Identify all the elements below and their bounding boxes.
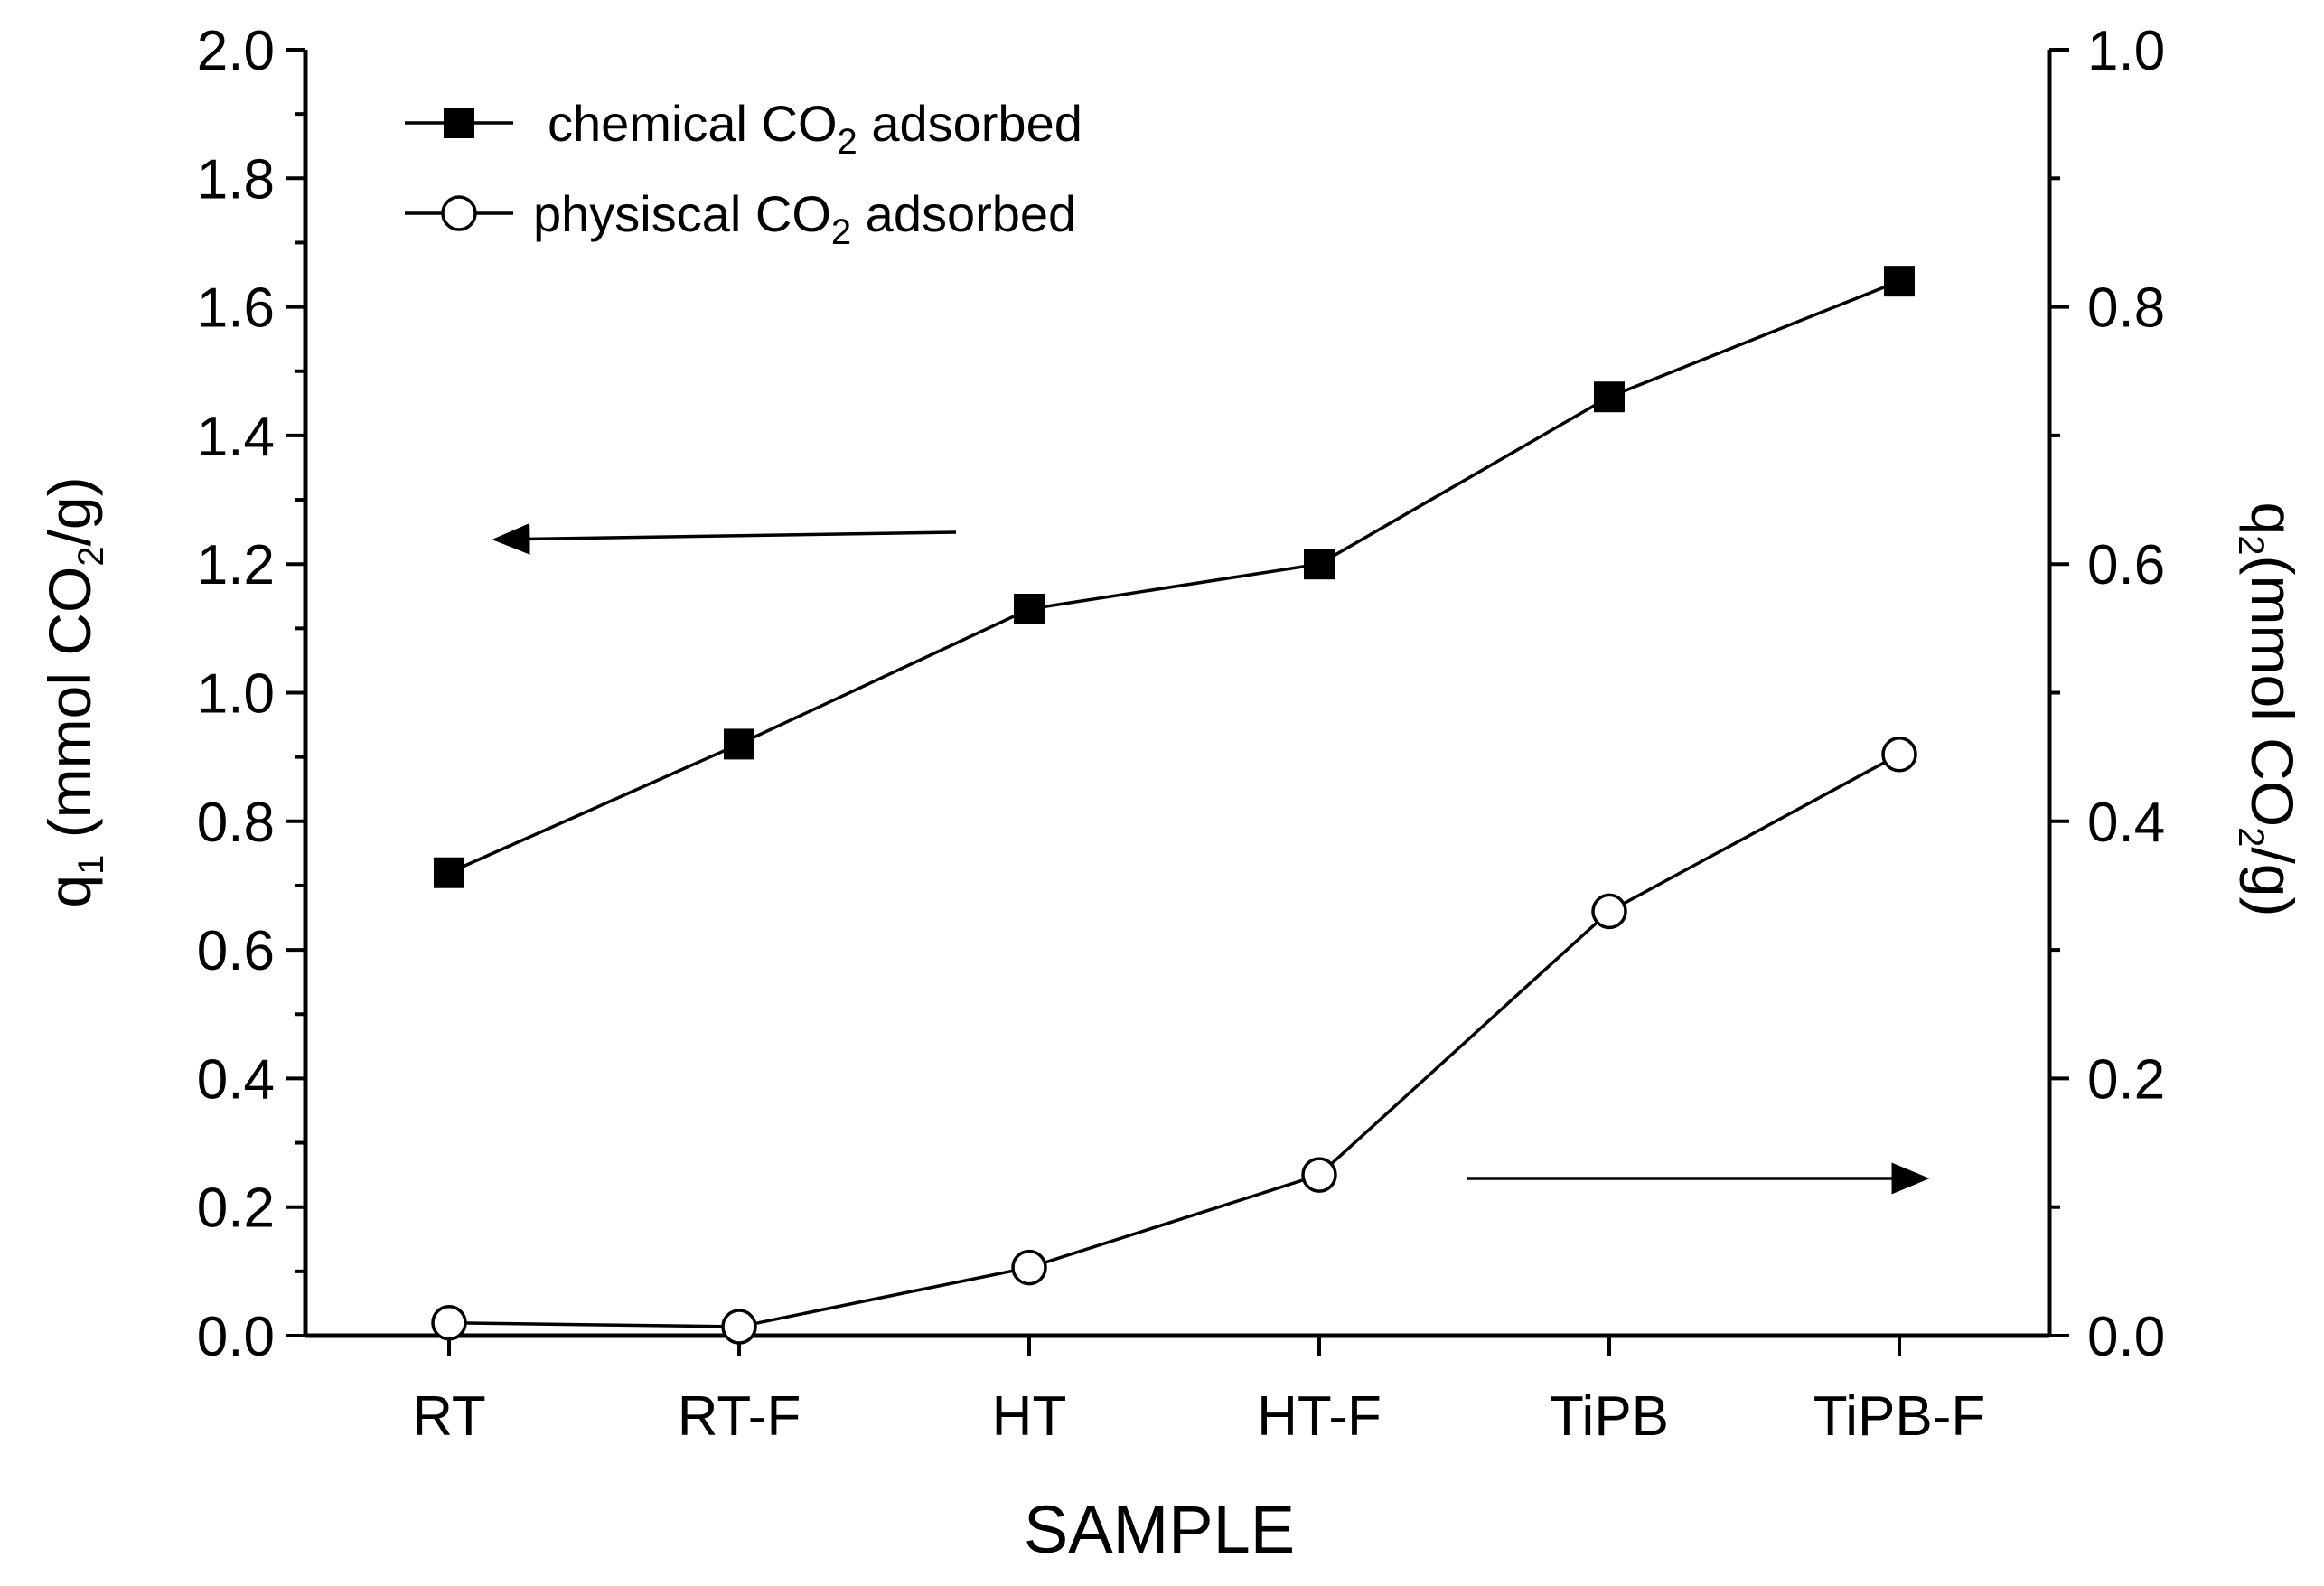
legend-label-2-subscript: 2 [831, 212, 851, 252]
right-axis-title-subscript: 2 [2231, 535, 2271, 555]
left-tick-label: 1.0 [197, 663, 275, 726]
legend-label-2: physiscal CO2 adsorbed [533, 185, 1076, 252]
legend-label-1-part: adsorbed [857, 95, 1082, 152]
data-point-chemical [1884, 266, 1915, 297]
left-axis-title-subscript: 1 [71, 855, 111, 875]
x-tick-label: TiPB [1550, 1385, 1669, 1448]
right-axis-title-part: /g) [2239, 847, 2306, 916]
data-point-physical [431, 1305, 467, 1341]
right-axis-title-part: q [2239, 502, 2306, 536]
x-tick-label: TiPB-F [1813, 1385, 1986, 1448]
legend-label-1: chemical CO2 adsorbed [548, 95, 1082, 162]
legend-marker-circle [441, 195, 477, 231]
legend-label-2-part: adsorbed [851, 185, 1076, 242]
data-point-physical [1591, 893, 1627, 930]
left-axis-arrow [492, 522, 957, 555]
data-point-chemical [724, 728, 754, 760]
left-tick-label: 0.6 [197, 920, 275, 982]
right-tick-label: 0.6 [2087, 534, 2165, 596]
right-tick-label: 0.8 [2087, 277, 2165, 340]
x-axis-title: SAMPLE [1024, 1492, 1295, 1567]
left-tick-label: 0.8 [197, 792, 275, 854]
data-point-chemical [1304, 549, 1335, 580]
right-axis-title-subscript: 2 [2231, 827, 2271, 847]
series-line-2 [448, 753, 1900, 1328]
x-tick-label: HT-F [1257, 1385, 1382, 1448]
legend-label-1-part: chemical CO [548, 95, 838, 152]
left-axis-title-part: q [36, 875, 103, 908]
left-tick-label: 1.8 [197, 148, 275, 211]
data-point-chemical [434, 857, 464, 888]
left-tick-label: 2.0 [197, 20, 275, 82]
left-axis-title-part: /g) [36, 476, 103, 546]
legend-label-1-subscript: 2 [838, 122, 857, 162]
data-point-chemical [1594, 381, 1625, 413]
x-tick-label: RT [412, 1385, 486, 1448]
series-line-1 [448, 279, 1900, 875]
left-tick-label: 0.4 [197, 1048, 275, 1111]
data-point-chemical [1014, 594, 1045, 625]
left-axis-title: q1 (mmol CO2/g) [36, 476, 111, 907]
data-point-physical [1301, 1157, 1337, 1193]
right-axis-title: q2(mmol CO2/g) [2231, 502, 2306, 917]
data-point-physical [721, 1309, 757, 1345]
left-tick-label: 1.6 [197, 277, 275, 340]
right-tick-label: 0.4 [2087, 792, 2165, 854]
x-tick-label: RT-F [678, 1385, 801, 1448]
left-axis-title-part: (mmol CO [36, 567, 103, 855]
data-point-physical [1881, 737, 1917, 773]
left-axis-title-subscript: 2 [71, 546, 111, 566]
left-tick-label: 0.2 [197, 1178, 275, 1240]
right-tick-label: 1.0 [2087, 20, 2165, 82]
legend-marker-square [444, 108, 474, 138]
left-tick-label: 1.4 [197, 406, 275, 468]
left-tick-label: 1.2 [197, 534, 275, 596]
right-axis-title-part: (mmol CO [2239, 556, 2306, 828]
data-point-physical [1011, 1249, 1047, 1286]
left-tick-label: 0.0 [197, 1306, 275, 1368]
legend-label-2-part: physiscal CO [533, 185, 831, 242]
right-tick-label: 0.2 [2087, 1048, 2165, 1111]
x-tick-label: HT [992, 1385, 1067, 1448]
right-tick-label: 0.0 [2087, 1306, 2165, 1368]
